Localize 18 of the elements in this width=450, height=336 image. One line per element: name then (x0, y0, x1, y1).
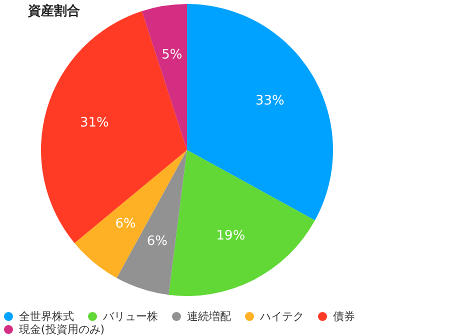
legend-label: 現金(投資用のみ) (18, 323, 105, 336)
legend-label: 債券 (332, 310, 355, 323)
chart-title: 資産割合 (28, 2, 80, 20)
legend-label: バリュー株 (102, 310, 158, 323)
data-label: 19% (216, 228, 246, 244)
legend-label: ハイテク (259, 310, 304, 323)
data-label: 6% (115, 216, 136, 232)
legend-label: 全世界株式 (18, 310, 74, 323)
pie-slice (116, 150, 187, 295)
pie-slice (187, 4, 333, 220)
data-label: 5% (162, 47, 182, 62)
pie-slice (142, 4, 187, 150)
data-label: 31% (80, 116, 109, 131)
pie-slice (168, 150, 315, 296)
data-label: 33% (255, 93, 284, 108)
legend-label: 連続増配 (186, 310, 231, 323)
pie-slice (74, 150, 187, 278)
data-label: 6% (146, 234, 168, 250)
